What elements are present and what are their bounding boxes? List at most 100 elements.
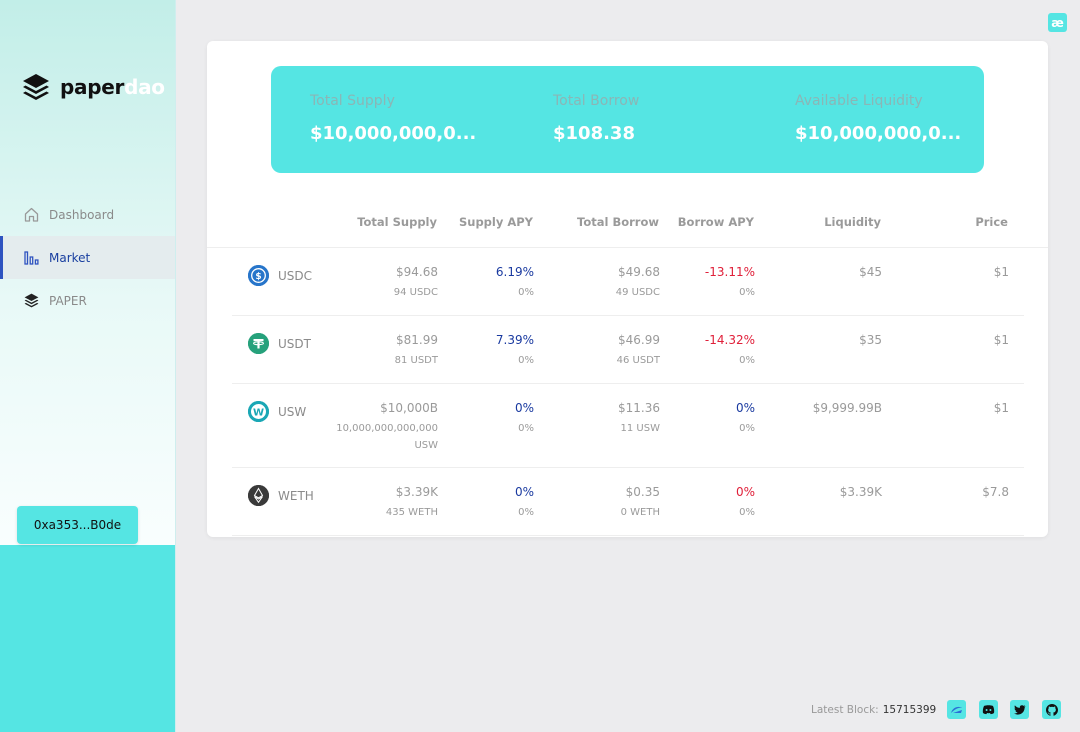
asset-name: WETH — [278, 488, 314, 503]
twitter-icon[interactable] — [1010, 700, 1029, 719]
market-summary: Total Supply $10,000,000,0... Total Borr… — [271, 66, 984, 173]
sidebar-item-label: Dashboard — [49, 207, 115, 222]
aeternity-badge-icon[interactable]: æ — [1048, 13, 1067, 32]
liquidity-cell: $35 — [859, 333, 882, 347]
supply-apy-value: 0% — [514, 485, 534, 499]
summary-label: Total Supply — [310, 93, 395, 109]
market-card: Total Supply $10,000,000,0... Total Borr… — [207, 41, 1048, 537]
sidebar-item-market[interactable]: Market — [0, 236, 175, 279]
supply-apy-sub: 0% — [518, 423, 534, 434]
table-row[interactable]: WETH $3.39K 435 WETH 0% 0% $0.35 0 WETH … — [232, 468, 1024, 536]
aeternity-icon[interactable] — [947, 700, 966, 719]
layers-logo-icon — [23, 74, 49, 100]
total-supply-cell: $94.68 94 USDC — [394, 265, 438, 301]
total-supply-value: $10,000B — [380, 401, 438, 415]
total-borrow-amount: 0 WETH — [620, 507, 660, 518]
borrow-apy-value: -13.11% — [704, 265, 755, 279]
price-cell: $1 — [994, 265, 1009, 279]
total-supply-value: $3.39K — [395, 485, 438, 499]
summary-available-liquidity: Available Liquidity $10,000,000,0... — [795, 93, 961, 144]
total-supply-amount: 94 USDC — [393, 287, 438, 298]
table-row[interactable]: W USW $10,000B 10,000,000,000,000 USW 0% … — [232, 384, 1024, 468]
discord-icon[interactable] — [979, 700, 998, 719]
sidebar-item-label: Market — [49, 250, 91, 265]
latest-block-label: Latest Block: — [811, 704, 879, 716]
total-borrow-amount: 46 USDT — [616, 355, 660, 366]
logo-text-primary: paper — [60, 75, 125, 99]
table-row[interactable]: $ USDC $94.68 94 USDC 6.19% 0% $49.68 49… — [232, 248, 1024, 316]
liquidity-cell: $3.39K — [840, 485, 882, 499]
column-header-total-borrow[interactable]: Total Borrow — [577, 215, 659, 229]
borrow-apy-sub: 0% — [739, 287, 755, 298]
borrow-apy-sub: 0% — [739, 507, 755, 518]
price-value: $1 — [993, 333, 1009, 347]
total-supply-amount-number: 10,000,000,000,000 — [336, 423, 438, 434]
logo-text-secondary: dao — [124, 75, 165, 99]
svg-text:W: W — [253, 407, 264, 418]
latest-block-value: 15715399 — [882, 704, 937, 716]
total-borrow-value: $49.68 — [618, 265, 660, 279]
total-borrow-cell: $46.99 46 USDT — [617, 333, 660, 369]
column-header-liquidity[interactable]: Liquidity — [824, 215, 881, 229]
supply-apy-cell: 6.19% 0% — [496, 265, 534, 301]
summary-total-borrow: Total Borrow $108.38 — [553, 93, 639, 144]
price-cell: $7.8 — [982, 485, 1009, 499]
sidebar-footer-panel — [0, 545, 175, 732]
column-header-supply-apy[interactable]: Supply APY — [458, 215, 533, 229]
column-header-total-supply[interactable]: Total Supply — [357, 215, 437, 229]
total-borrow-value: $46.99 — [618, 333, 660, 347]
total-supply-value: $81.99 — [396, 333, 438, 347]
column-header-price[interactable]: Price — [975, 215, 1008, 229]
asset-cell: WETH — [248, 485, 314, 506]
total-borrow-cell: $0.35 0 WETH — [621, 485, 660, 521]
asset-cell: USDT — [248, 333, 311, 354]
sidebar-item-dashboard[interactable]: Dashboard — [0, 193, 175, 236]
total-supply-amount-unit: USW — [414, 440, 438, 451]
price-value: $1 — [993, 265, 1009, 279]
price-cell: $1 — [994, 333, 1009, 347]
supply-apy-cell: 0% 0% — [515, 485, 534, 521]
supply-apy-cell: 7.39% 0% — [496, 333, 534, 369]
borrow-apy-value: 0% — [735, 401, 755, 415]
sidebar-item-paper[interactable]: PAPER — [0, 279, 175, 322]
total-borrow-value: $11.36 — [618, 401, 660, 415]
svg-text:$: $ — [255, 272, 261, 282]
total-supply-amount: 10,000,000,000,000 USW — [336, 420, 438, 454]
total-supply-cell: $3.39K 435 WETH — [386, 485, 438, 521]
borrow-apy-value: 0% — [735, 485, 755, 499]
logo-text: paperdao — [60, 75, 165, 99]
summary-label: Total Borrow — [553, 93, 640, 109]
liquidity-value: $3.39K — [839, 485, 882, 499]
borrow-apy-cell: 0% 0% — [736, 485, 755, 521]
usdt-icon — [248, 333, 269, 354]
price-value: $7.8 — [982, 485, 1009, 499]
summary-total-supply: Total Supply $10,000,000,0... — [310, 93, 476, 144]
liquidity-value: $35 — [859, 333, 882, 347]
wallet-address-button[interactable]: 0xa353...B0de — [17, 506, 138, 544]
price-value: $1 — [993, 401, 1009, 415]
supply-apy-value: 6.19% — [495, 265, 534, 279]
total-supply-amount: 81 USDT — [394, 355, 438, 366]
sidebar-nav: Dashboard Market PAPER — [0, 193, 175, 322]
asset-name: USDC — [278, 268, 313, 283]
supply-apy-value: 7.39% — [495, 333, 534, 347]
column-header-borrow-apy[interactable]: Borrow APY — [677, 215, 754, 229]
layers-icon — [23, 292, 40, 309]
price-cell: $1 — [994, 401, 1009, 415]
total-borrow-amount: 49 USDC — [615, 287, 660, 298]
weth-icon — [248, 485, 269, 506]
borrow-apy-cell: -13.11% 0% — [705, 265, 755, 301]
table-row[interactable]: USDT $81.99 81 USDT 7.39% 0% $46.99 46 U… — [232, 316, 1024, 384]
liquidity-value: $9,999.99B — [812, 401, 882, 415]
supply-apy-sub: 0% — [518, 507, 534, 518]
usw-icon: W — [248, 401, 269, 422]
total-supply-value: $94.68 — [396, 265, 438, 279]
github-icon[interactable] — [1042, 700, 1061, 719]
summary-value: $10,000,000,0... — [310, 123, 477, 144]
total-supply-amount: 435 WETH — [385, 507, 438, 518]
bar-chart-icon — [23, 249, 40, 266]
borrow-apy-cell: -14.32% 0% — [705, 333, 755, 369]
usdc-icon: $ — [248, 265, 269, 286]
logo[interactable]: paperdao — [20, 71, 165, 103]
liquidity-value: $45 — [859, 265, 882, 279]
